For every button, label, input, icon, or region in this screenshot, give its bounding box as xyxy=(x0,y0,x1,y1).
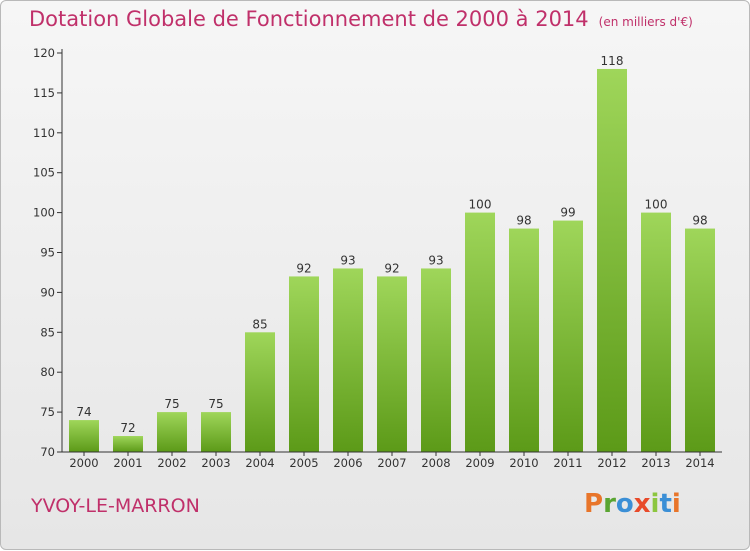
x-tick-label-2004: 2004 xyxy=(245,456,274,470)
data-label-2010: 98 xyxy=(516,214,531,228)
y-tick-label-80: 80 xyxy=(40,365,55,379)
data-label-2002: 75 xyxy=(164,397,179,411)
chart-title-text: Dotation Globale de Fonctionnement de 20… xyxy=(29,7,589,31)
bar-2010 xyxy=(509,228,539,452)
x-tick-label-2003: 2003 xyxy=(201,456,230,470)
y-tick-label-120: 120 xyxy=(33,46,55,60)
place-name: YVOY-LE-MARRON xyxy=(31,495,200,517)
x-tick-label-2012: 2012 xyxy=(597,456,626,470)
chart-unit: (en milliers d'€) xyxy=(598,15,693,29)
bar-2004 xyxy=(245,332,275,452)
logo-letter: i xyxy=(650,489,660,519)
data-label-2004: 85 xyxy=(252,317,267,331)
data-label-2000: 74 xyxy=(76,405,91,419)
y-tick-label-115: 115 xyxy=(33,86,55,100)
y-tick-label-95: 95 xyxy=(40,246,55,260)
logo-letter: o xyxy=(615,489,634,519)
bar-2011 xyxy=(553,220,583,452)
data-label-2001: 72 xyxy=(120,421,135,435)
data-label-2013: 100 xyxy=(645,198,668,212)
data-label-2008: 93 xyxy=(428,253,443,267)
data-label-2003: 75 xyxy=(208,397,223,411)
y-tick-label-75: 75 xyxy=(40,405,55,419)
x-tick-label-2014: 2014 xyxy=(685,456,714,470)
x-tick-label-2009: 2009 xyxy=(465,456,494,470)
bar-2012 xyxy=(597,68,627,453)
y-tick-label-90: 90 xyxy=(40,285,55,299)
axes-group: 2000 2001 2002 2003 2004 2005 2006 2007 2008 2009… xyxy=(33,46,722,470)
data-label-2012: 118 xyxy=(601,54,624,68)
proxiti-logo: Proxiti xyxy=(584,489,681,519)
bar-2000 xyxy=(69,420,99,452)
x-tick-label-2010: 2010 xyxy=(509,456,538,470)
bar-2002 xyxy=(157,412,187,452)
x-tick-label-2000: 2000 xyxy=(69,456,98,470)
bar-2001 xyxy=(113,436,143,452)
logo-letter: P xyxy=(584,489,604,519)
bar-2003 xyxy=(201,412,231,452)
bar-2009 xyxy=(465,212,495,452)
data-label-2006: 93 xyxy=(340,253,355,267)
logo-letter: x xyxy=(633,489,651,519)
x-tick-label-2005: 2005 xyxy=(289,456,318,470)
y-tick-label-105: 105 xyxy=(33,166,55,180)
bar-2008 xyxy=(421,268,451,452)
bar-2013 xyxy=(641,212,671,452)
x-tick-label-2001: 2001 xyxy=(113,456,142,470)
x-tick-label-2002: 2002 xyxy=(157,456,186,470)
data-label-2014: 98 xyxy=(692,214,707,228)
x-tick-label-2011: 2011 xyxy=(553,456,582,470)
y-tick-label-110: 110 xyxy=(33,126,55,140)
data-label-2007: 92 xyxy=(384,261,399,275)
bar-2007 xyxy=(377,276,407,452)
logo-letter: t xyxy=(659,489,672,519)
bar-2005 xyxy=(289,276,319,452)
x-tick-label-2008: 2008 xyxy=(421,456,450,470)
x-tick-label-2007: 2007 xyxy=(377,456,406,470)
data-label-2011: 99 xyxy=(560,206,575,220)
y-tick-label-85: 85 xyxy=(40,325,55,339)
y-tick-label-100: 100 xyxy=(33,206,55,220)
x-tick-label-2006: 2006 xyxy=(333,456,362,470)
bar-2006 xyxy=(333,268,363,452)
data-label-2005: 92 xyxy=(296,261,311,275)
x-tick-label-2013: 2013 xyxy=(641,456,670,470)
bar-2014 xyxy=(685,228,715,452)
data-label-2009: 100 xyxy=(469,198,492,212)
chart-title: Dotation Globale de Fonctionnement de 20… xyxy=(29,7,693,31)
logo-letter: r xyxy=(603,489,616,519)
y-tick-label-70: 70 xyxy=(40,445,55,459)
bars-group: 74 72 75 75 85 92 93 92 93 100 98 99 118 100 98 xyxy=(69,54,715,453)
logo-letter: i xyxy=(671,489,681,519)
